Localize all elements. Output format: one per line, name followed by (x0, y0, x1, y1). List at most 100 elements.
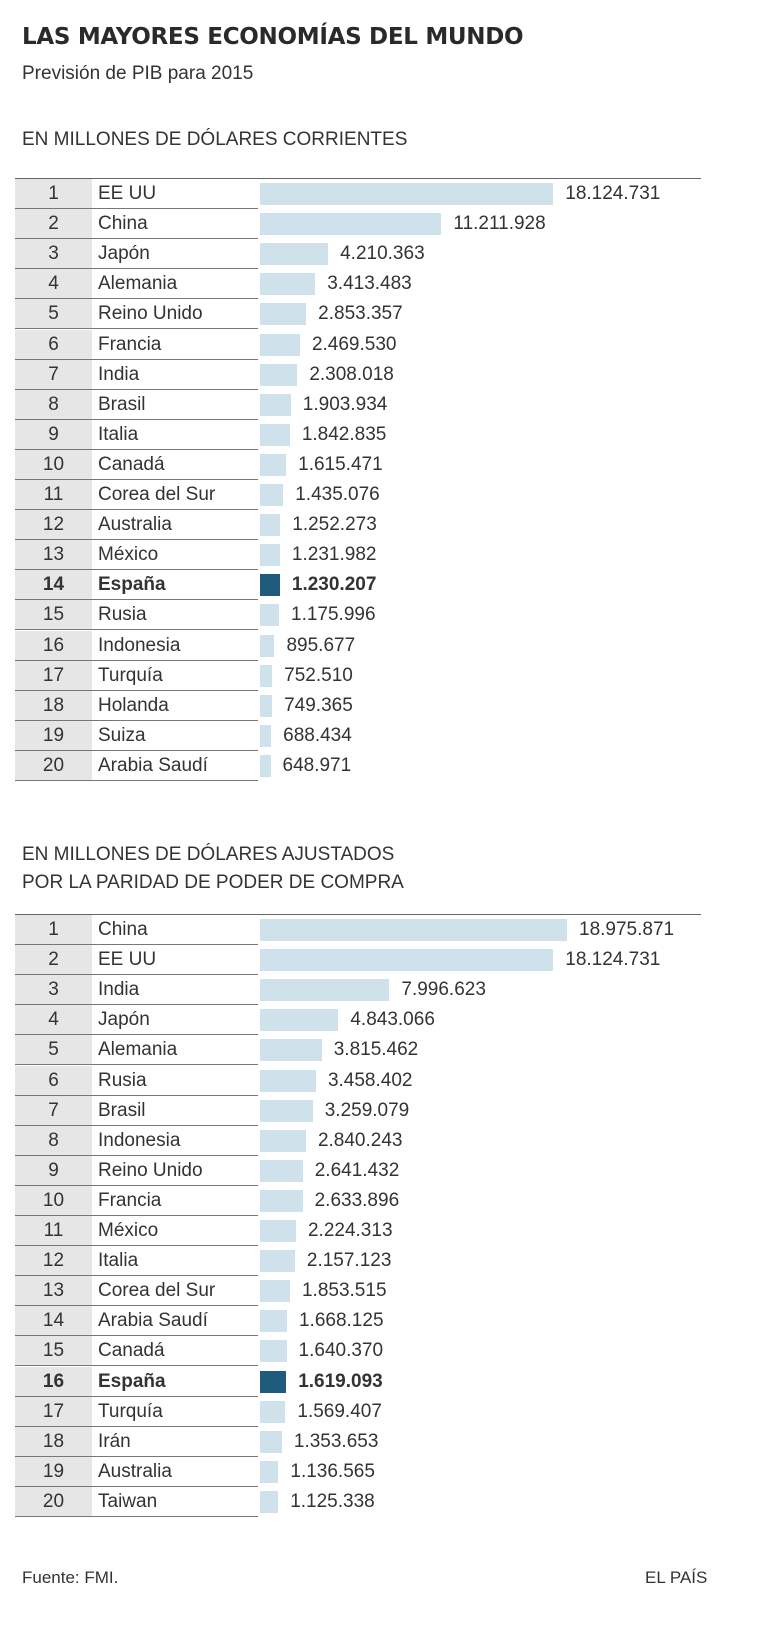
rank-cell: 15 (15, 600, 92, 631)
bar (260, 1129, 306, 1152)
row-divider (15, 1485, 258, 1487)
table-row: 9 Italia 1.842.835 (15, 419, 715, 450)
country-name: Alemania (98, 1039, 178, 1061)
bar (260, 724, 272, 747)
table-row: 16 Indonesia 895.677 (15, 630, 715, 661)
country-name: Taiwan (98, 1490, 158, 1512)
rank-cell: 19 (15, 720, 92, 751)
rank-cell: 19 (15, 1456, 92, 1487)
country-name: Canadá (98, 453, 165, 475)
rank-cell: 15 (15, 1336, 92, 1367)
value-label: 1.619.093 (298, 1370, 383, 1392)
row-divider (15, 268, 258, 270)
country-name: Reino Unido (98, 303, 203, 325)
value-label: 18.975.871 (579, 919, 675, 940)
rank-cell: 18 (15, 690, 92, 721)
rank-cell: 20 (15, 1486, 92, 1517)
rank-cell: 13 (15, 540, 92, 571)
table-row: 8 Indonesia 2.840.243 (15, 1125, 715, 1156)
table-row: 14 Arabia Saudí 1.668.125 (15, 1306, 715, 1337)
bar (260, 1099, 313, 1122)
rank-cell: 8 (15, 1125, 92, 1156)
rank-cell: 10 (15, 449, 92, 480)
table-row: 3 Japón 4.210.363 (15, 239, 715, 270)
table-row: 8 Brasil 1.903.934 (15, 389, 715, 420)
country-name: Turquía (98, 1400, 163, 1422)
value-label: 4.843.066 (350, 1009, 435, 1031)
table-row: 10 Canadá 1.615.471 (15, 449, 715, 480)
value-label: 1.252.273 (292, 514, 377, 536)
country-name: Indonesia (98, 634, 181, 656)
row-divider (15, 539, 258, 541)
value-label: 1.842.835 (301, 423, 387, 445)
table-row: 19 Suiza 688.434 (15, 720, 715, 751)
bar (260, 303, 307, 326)
table-row: 13 México 1.231.982 (15, 540, 715, 571)
table-row: 7 Brasil 3.259.079 (15, 1095, 715, 1126)
value-label: 2.840.243 (317, 1129, 403, 1151)
bar (260, 1250, 295, 1273)
rank-cell: 2 (15, 209, 92, 240)
table-row: 5 Alemania 3.815.462 (15, 1035, 715, 1066)
bar (260, 1310, 287, 1333)
value-label: 3.413.483 (327, 273, 412, 295)
bar (260, 604, 280, 627)
country-name: Suiza (98, 724, 146, 746)
table-row: 2 China 11.211.928 (15, 209, 715, 240)
row-divider (15, 1455, 258, 1457)
table-row: 11 Corea del Sur 1.435.076 (15, 480, 715, 510)
bar (260, 574, 280, 597)
bar (260, 664, 273, 687)
row-divider (15, 1064, 258, 1066)
value-label: 2.469.530 (311, 333, 397, 355)
value-label: 1.125.338 (290, 1490, 375, 1512)
country-name: Francia (98, 333, 162, 355)
bar (260, 453, 287, 476)
table-row: 16 España 1.619.093 (15, 1366, 715, 1397)
row-divider (15, 1305, 258, 1307)
rank-cell: 16 (15, 1366, 92, 1397)
row-divider (15, 569, 258, 571)
country-name: China (98, 919, 148, 940)
table-row: 18 Irán 1.353.653 (15, 1426, 715, 1457)
rank-cell: 16 (15, 630, 92, 661)
table-row: 9 Reino Unido 2.641.432 (15, 1155, 715, 1186)
bar (260, 544, 280, 567)
table-top-rule (15, 914, 701, 915)
country-name: EE UU (98, 949, 157, 971)
rank-cell: 1 (15, 179, 92, 209)
value-label: 7.996.623 (401, 979, 486, 1001)
country-name: Canadá (98, 1340, 165, 1362)
row-divider (15, 1275, 258, 1277)
bar (260, 514, 281, 537)
rank-cell: 20 (15, 750, 92, 781)
bar (260, 1490, 279, 1513)
row-divider (15, 1395, 258, 1397)
table-row: 4 Alemania 3.413.483 (15, 269, 715, 300)
row-divider (15, 944, 258, 945)
row-divider (15, 388, 258, 390)
bar (260, 1220, 296, 1242)
table-row: 20 Taiwan 1.125.338 (15, 1486, 715, 1517)
country-name: Brasil (98, 1099, 146, 1121)
table-row: 12 Australia 1.252.273 (15, 510, 715, 541)
country-name: Rusia (98, 1069, 147, 1091)
table-row: 17 Turquía 752.510 (15, 660, 715, 691)
table-top-rule (15, 178, 701, 179)
row-divider (15, 238, 258, 240)
rank-cell: 6 (15, 1065, 92, 1096)
row-divider (15, 599, 258, 601)
row-divider (15, 1124, 258, 1126)
country-name: México (98, 544, 159, 566)
bar (260, 694, 273, 717)
bar (260, 363, 298, 386)
section-2-title: EN MILLONES DE DÓLARES AJUSTADOS POR LA … (22, 841, 404, 897)
row-divider (15, 779, 258, 781)
value-label: 688.434 (283, 724, 352, 746)
row-divider (15, 974, 258, 976)
table-row: 12 Italia 2.157.123 (15, 1246, 715, 1277)
value-label: 1.640.370 (298, 1340, 384, 1362)
row-divider (15, 629, 258, 631)
country-name: Turquía (98, 664, 163, 686)
section-1-title-line: EN MILLONES DE DÓLARES CORRIENTES (22, 129, 408, 150)
